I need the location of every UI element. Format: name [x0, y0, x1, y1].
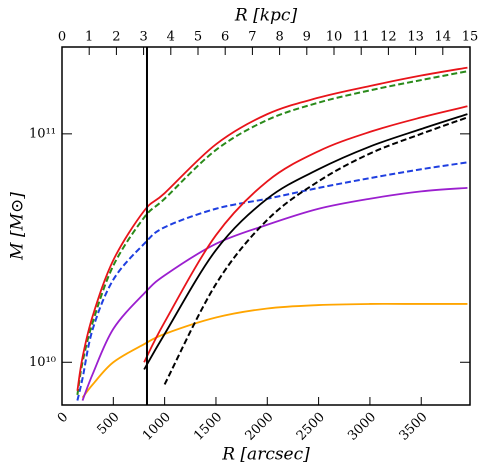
x-tick-label: 0	[55, 410, 71, 426]
x2-tick-label: 11	[353, 30, 370, 45]
series-line	[81, 186, 468, 401]
x2-tick-label: 5	[194, 30, 202, 45]
x2-tick-label: 12	[380, 30, 397, 45]
series-line	[81, 302, 468, 399]
x-tick-label: 2000	[243, 410, 277, 444]
series-line	[143, 105, 468, 363]
y-tick-label: 10¹¹	[29, 126, 56, 141]
x-axis-title: R [arcsec]	[221, 445, 310, 465]
x2-tick-label: 9	[303, 30, 311, 45]
plot-frame	[61, 46, 471, 406]
x-tick-label: 2500	[294, 410, 328, 444]
x-tick-label: 1000	[140, 410, 174, 444]
x-tick-label: 3000	[345, 410, 379, 444]
x2-tick-label: 3	[139, 30, 147, 45]
x2-tick-label: 14	[435, 30, 452, 45]
series-line	[143, 113, 468, 370]
series-line	[76, 161, 468, 401]
plot-area	[76, 66, 468, 401]
x2-tick-label: 1	[85, 30, 93, 45]
x2-axis-title: R [kpc]	[234, 6, 298, 26]
x2-tick-label: 4	[167, 30, 175, 45]
x2-tick-label: 8	[275, 30, 283, 45]
series-line	[76, 70, 468, 396]
y-axis-title: M [M⊙]	[8, 192, 28, 261]
x2-tick-label: 13	[407, 30, 424, 45]
x-tick-label: 500	[94, 410, 122, 438]
x2-tick-label: 7	[248, 30, 256, 45]
x2-tick-label: 10	[326, 30, 343, 45]
y-tick-label: 10¹⁰	[29, 355, 56, 370]
series-line	[76, 66, 468, 391]
x-tick-label: 3500	[397, 410, 431, 444]
series-line	[163, 116, 468, 385]
x2-tick-label: 0	[58, 30, 66, 45]
x-tick-label: 1500	[191, 410, 225, 444]
x2-tick-label: 6	[221, 30, 229, 45]
x2-tick-label: 2	[112, 30, 120, 45]
x2-tick-label: 15	[462, 30, 479, 45]
